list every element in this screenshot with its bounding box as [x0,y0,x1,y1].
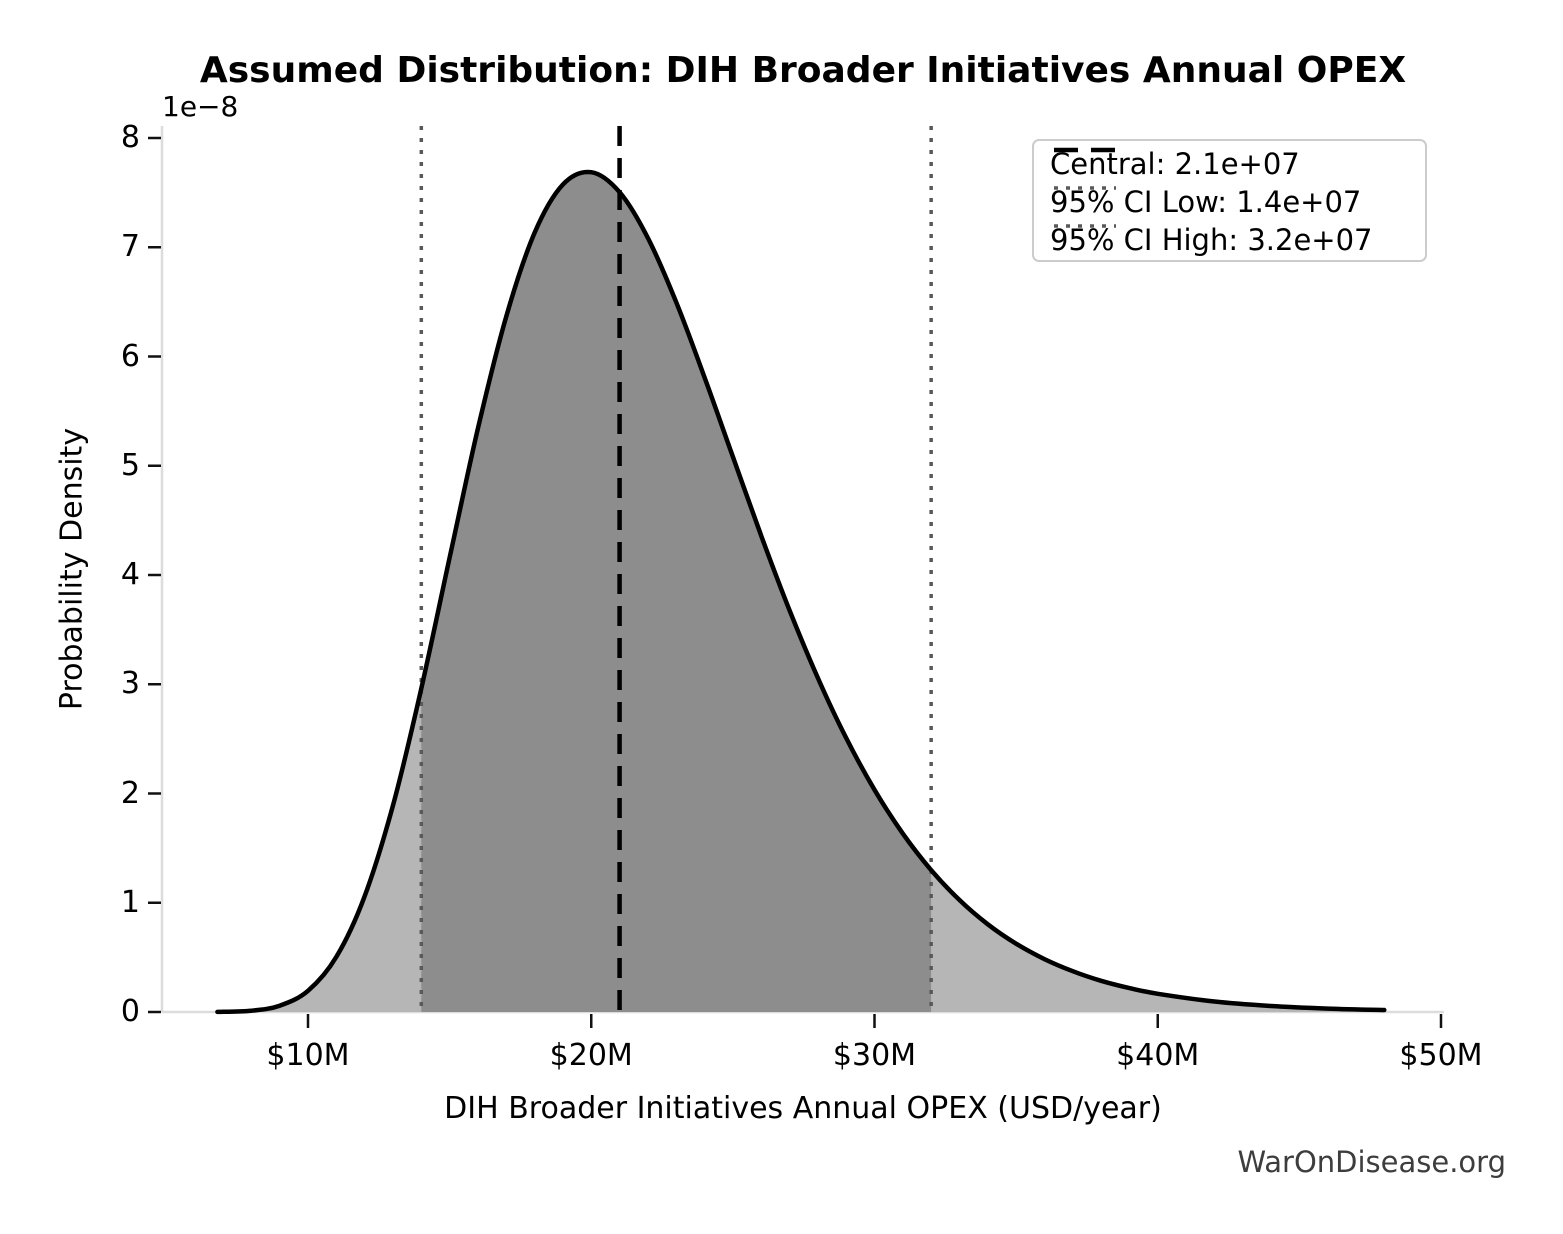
dotted-line-icon [1054,186,1116,190]
y-tick-label: 2 [120,775,140,811]
dotted-line-icon [1054,224,1116,228]
area-fill-dark [421,171,932,1012]
y-tick-label: 6 [120,338,140,374]
legend-item-ci-low: 95% CI Low: 1.4e+07 [1034,183,1425,221]
x-tick-label: $10M [266,1038,350,1073]
legend: Central: 2.1e+07 95% CI Low: 1.4e+07 95%… [1032,139,1427,262]
y-tick-label: 7 [120,229,140,265]
watermark: WarOnDisease.org [1237,1145,1506,1179]
density-curve [215,169,1387,1015]
x-tick-label: $40M [1116,1038,1200,1073]
y-axis-offset-label: 1e−8 [162,90,239,123]
y-tick-label: 8 [120,120,140,155]
x-tick-label: $50M [1399,1038,1483,1073]
legend-item-ci-high: 95% CI High: 3.2e+07 [1034,221,1425,259]
legend-item-central: Central: 2.1e+07 [1034,145,1425,183]
legend-label: 95% CI High: 3.2e+07 [1050,223,1373,257]
x-axis-label: DIH Broader Initiatives Annual OPEX (USD… [444,1091,1162,1126]
dashed-line-icon [1054,147,1116,153]
y-tick-label: 3 [120,666,140,702]
y-tick-label: 1 [120,884,140,920]
legend-label: Central: 2.1e+07 [1050,147,1300,181]
x-tick-label: $20M [549,1038,633,1073]
y-tick-label: 0 [120,994,140,1029]
legend-label: 95% CI Low: 1.4e+07 [1050,185,1362,219]
y-tick-label: 5 [120,447,140,483]
x-tick-label: $30M [832,1038,917,1073]
chart-title: Assumed Distribution: DIH Broader Initia… [199,50,1407,91]
y-tick-label: 4 [120,557,140,592]
